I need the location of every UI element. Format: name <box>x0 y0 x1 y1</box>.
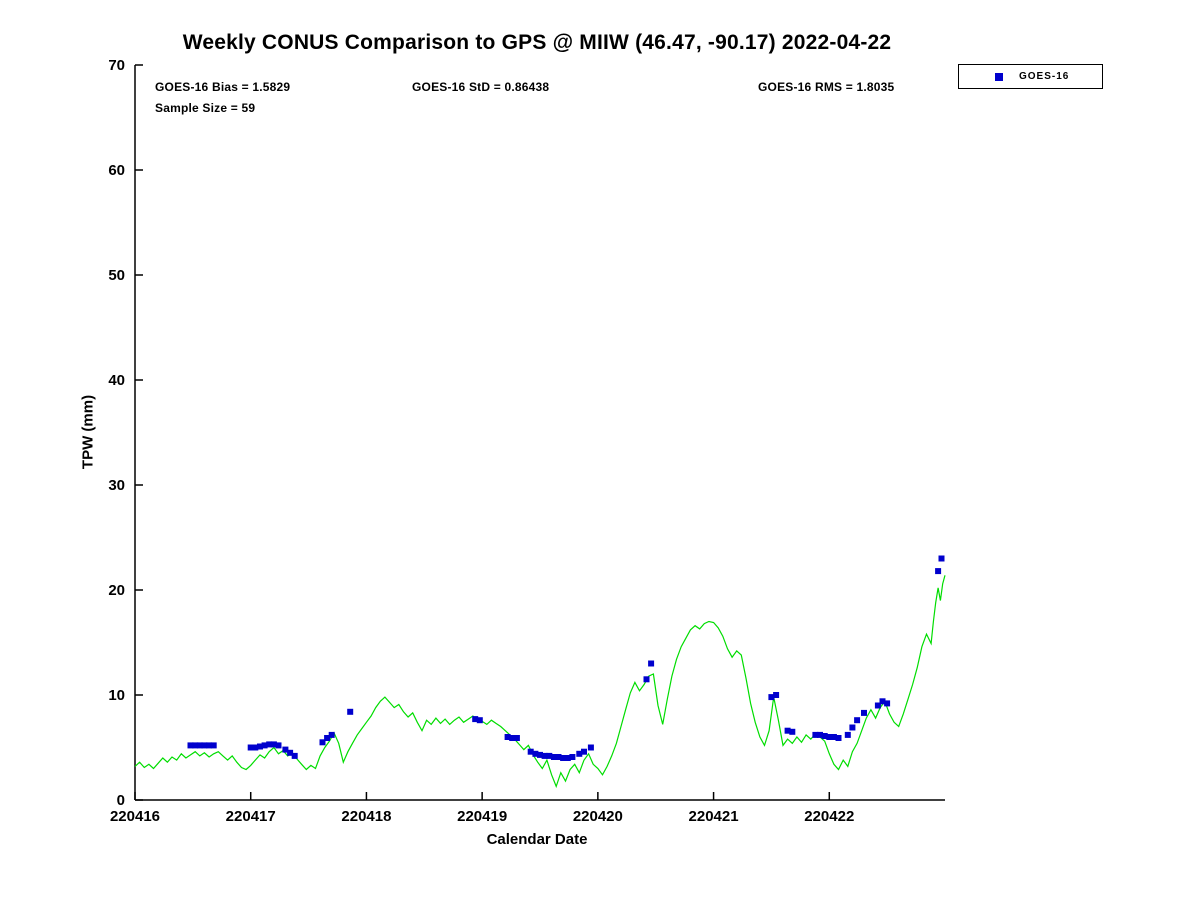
goes16-marker <box>812 731 819 738</box>
goes16-marker <box>564 755 571 761</box>
goes16-marker <box>784 727 791 734</box>
y-tick-label: 20 <box>108 582 125 599</box>
goes16-marker <box>821 733 828 739</box>
goes16-marker <box>569 754 576 760</box>
goes16-marker <box>817 731 823 738</box>
goes16-marker <box>830 734 837 740</box>
x-tick-label: 220419 <box>457 808 507 825</box>
goes16-marker <box>576 750 583 757</box>
goes16-marker <box>835 735 842 741</box>
goes16-marker <box>773 692 780 698</box>
y-tick-label: 10 <box>108 687 125 704</box>
goes16-marker <box>768 694 775 701</box>
x-axis-label: Calendar Date <box>486 831 588 848</box>
goes16-marker <box>252 744 259 751</box>
goes16-marker <box>587 744 594 751</box>
y-tick-label: 30 <box>108 477 125 494</box>
goes16-marker <box>648 660 655 667</box>
annotation-bias: GOES-16 Bias = 1.5829 <box>155 80 291 94</box>
goes16-marker <box>550 754 557 760</box>
y-tick-label: 70 <box>108 57 125 74</box>
goes16-marker <box>201 742 208 749</box>
goes16-marker <box>257 743 263 750</box>
goes16-marker <box>476 717 483 724</box>
goes16-marker <box>826 734 833 740</box>
goes16-marker <box>879 698 886 705</box>
goes16-marker <box>247 744 254 751</box>
goes16-marker <box>854 717 861 724</box>
annotation-rms: GOES-16 RMS = 1.8035 <box>758 80 895 94</box>
y-tick-label: 50 <box>108 267 125 284</box>
legend-goes16-marker-icon <box>995 72 1003 81</box>
x-tick-label: 220421 <box>689 808 739 825</box>
goes16-marker <box>504 734 511 740</box>
goes16-marker <box>266 741 273 748</box>
goes16-marker <box>328 731 335 738</box>
goes16-marker <box>935 568 942 575</box>
legend-box: GOES-16 <box>958 64 1103 89</box>
goes16-marker <box>938 555 945 562</box>
goes16-marker <box>643 676 650 683</box>
y-tick-label: 60 <box>108 162 125 179</box>
goes16-marker <box>319 739 326 746</box>
goes16-marker <box>187 742 194 749</box>
goes16-marker <box>555 754 562 760</box>
goes16-marker <box>541 752 548 759</box>
goes16-marker <box>527 748 534 755</box>
goes16-marker <box>560 755 567 761</box>
x-tick-label: 220416 <box>110 808 160 825</box>
goes16-marker <box>849 724 856 731</box>
goes16-marker <box>287 749 294 756</box>
goes16-marker <box>789 728 796 735</box>
annotation-std: GOES-16 StD = 0.86438 <box>412 80 550 94</box>
goes16-marker <box>513 735 520 741</box>
goes16-marker <box>347 708 354 715</box>
goes16-marker <box>874 702 881 709</box>
goes16-marker <box>472 716 479 723</box>
goes16-marker <box>206 742 213 749</box>
goes16-marker <box>884 700 891 707</box>
goes16-marker <box>192 742 199 749</box>
goes16-marker <box>581 748 587 755</box>
goes16-marker <box>291 752 298 759</box>
y-tick-label: 40 <box>108 372 125 389</box>
goes16-marker <box>532 750 539 757</box>
goes16-marker <box>861 709 867 716</box>
goes16-marker <box>282 746 289 753</box>
goes16-marker <box>275 742 282 749</box>
goes16-marker <box>196 742 203 749</box>
goes16-marker <box>261 742 268 749</box>
annotation-sample-size: Sample Size = 59 <box>155 101 256 115</box>
y-axis-label: TPW (mm) <box>79 394 97 470</box>
goes16-marker <box>270 741 277 748</box>
goes16-marker <box>324 735 331 741</box>
goes16-marker <box>546 752 553 759</box>
x-tick-label: 220420 <box>573 808 623 825</box>
goes16-marker <box>537 751 543 758</box>
x-tick-label: 220422 <box>804 808 854 825</box>
legend-goes16-label: GOES-16 <box>1019 71 1070 82</box>
goes16-marker <box>844 731 851 738</box>
gps-line <box>134 575 946 789</box>
y-tick-label: 0 <box>117 792 125 809</box>
x-tick-label: 220417 <box>226 808 276 825</box>
x-tick-label: 220418 <box>341 808 391 825</box>
goes16-marker <box>210 742 217 749</box>
goes16-marker <box>509 735 516 741</box>
chart-title: Weekly CONUS Comparison to GPS @ MIIW (4… <box>182 31 892 54</box>
